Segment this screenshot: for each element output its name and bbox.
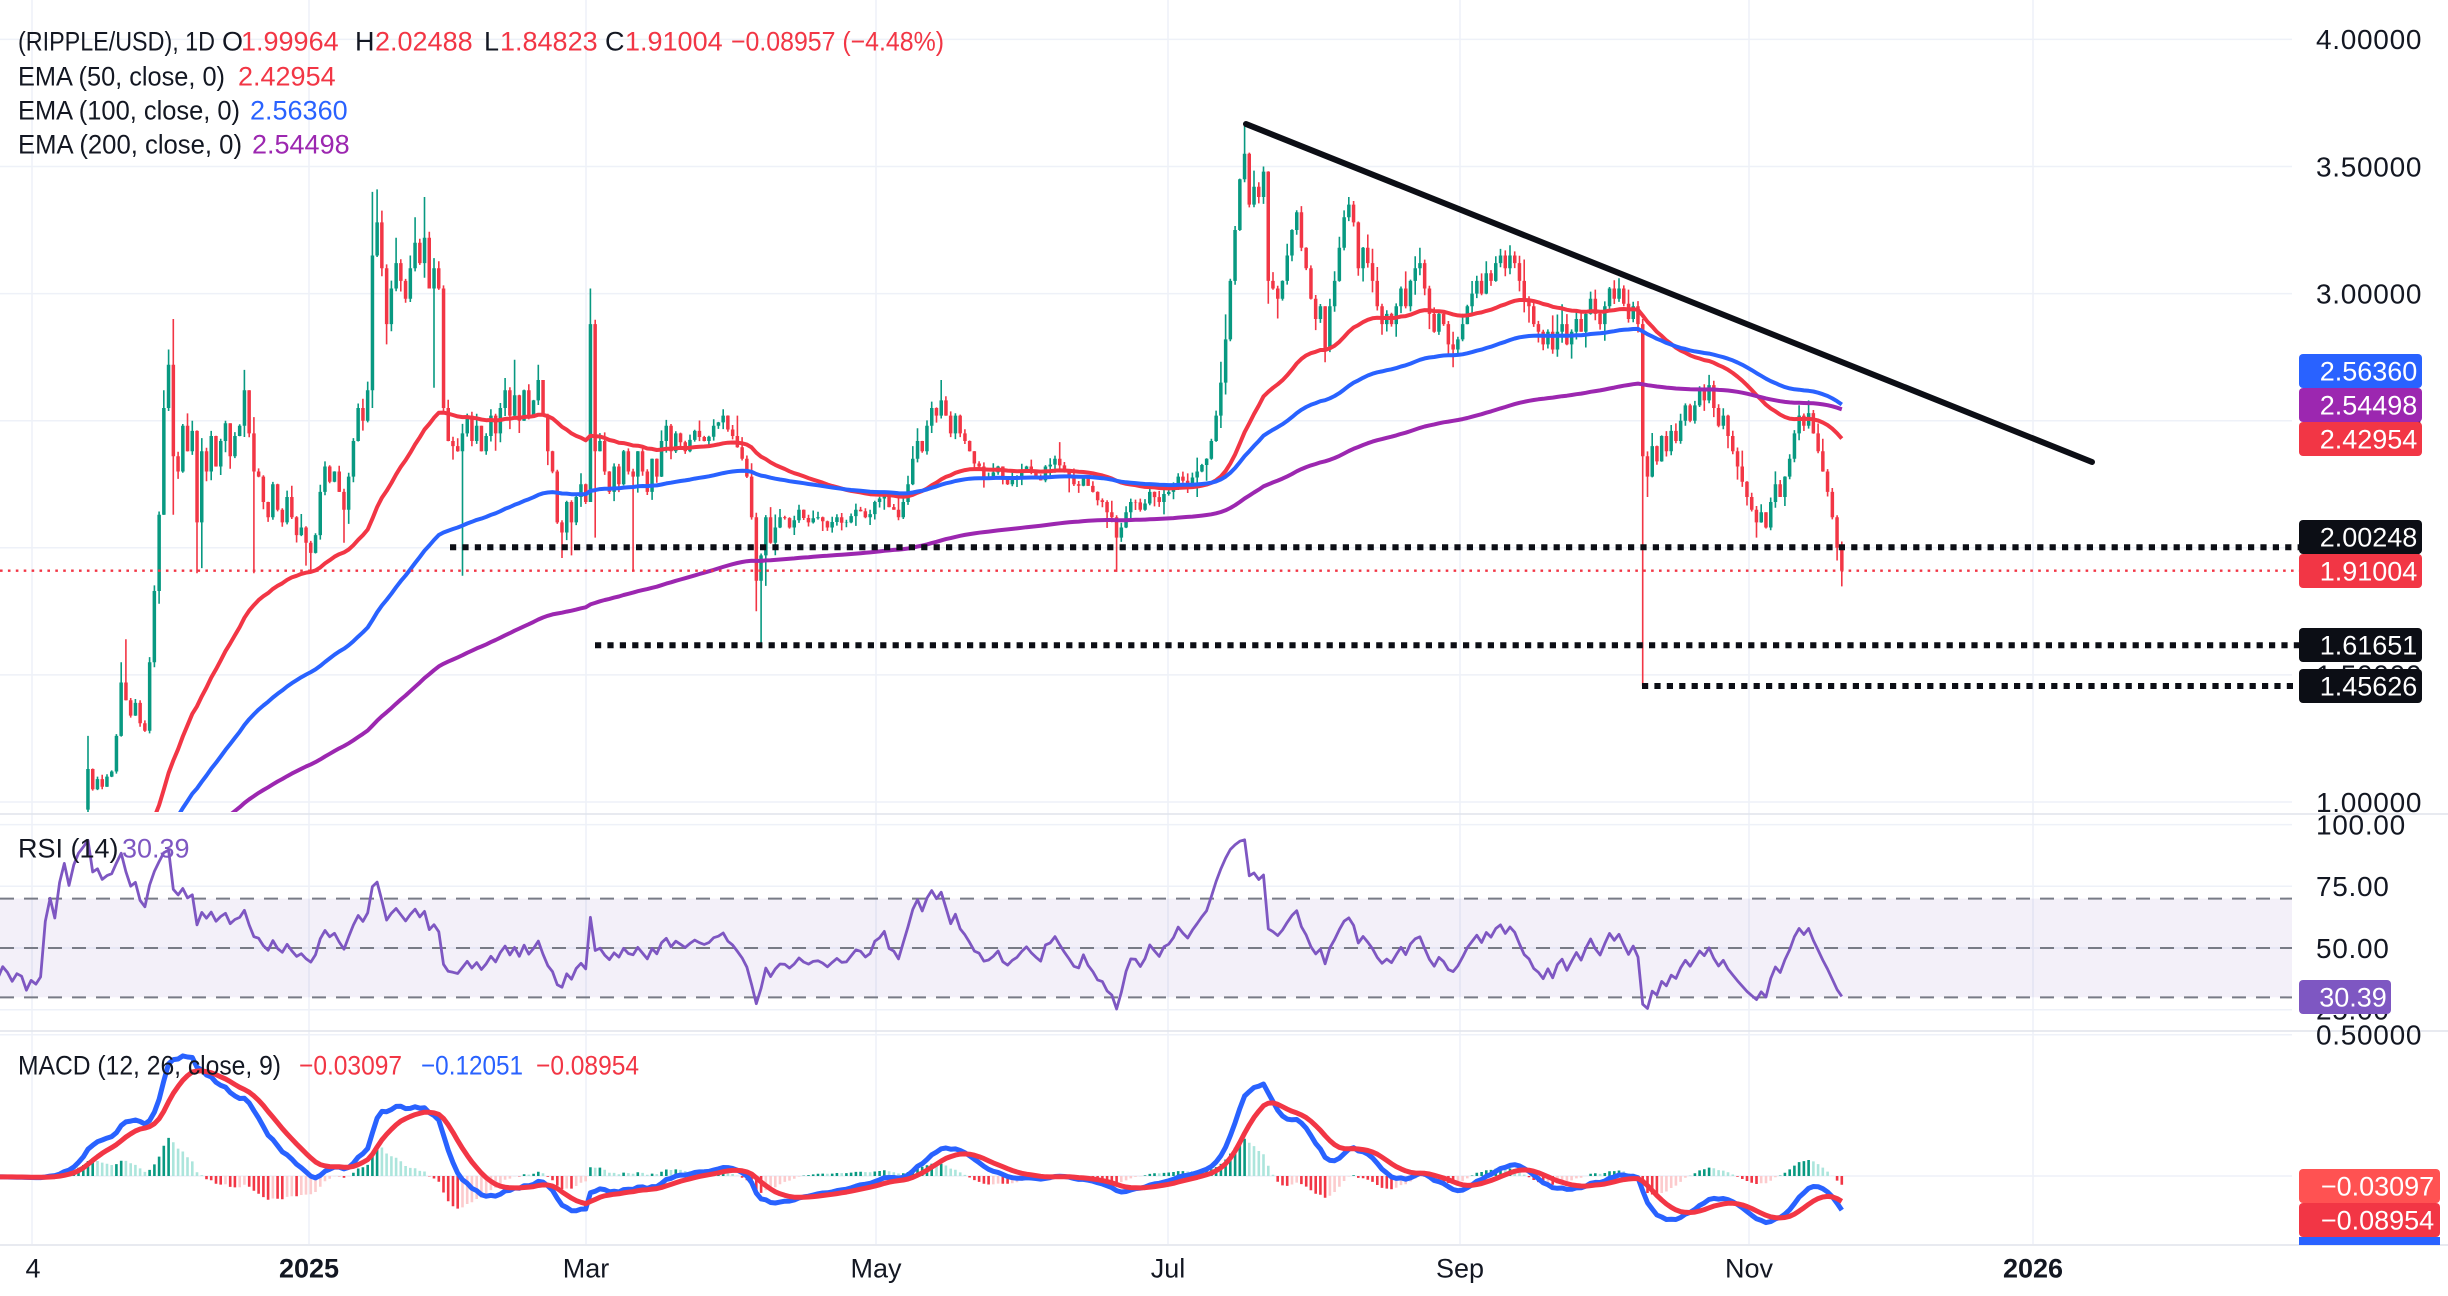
svg-text:Jul: Jul [1151,1254,1186,1284]
svg-text:May: May [850,1254,902,1284]
svg-text:Sep: Sep [1436,1254,1484,1284]
svg-text:50.00: 50.00 [2316,933,2390,964]
svg-text:2.54498: 2.54498 [2320,390,2418,420]
svg-text:30.39: 30.39 [2319,983,2387,1013]
svg-text:4: 4 [25,1254,40,1284]
svg-text:4.00000: 4.00000 [2316,24,2422,55]
svg-text:EMA (100, close, 0)2.56360: EMA (100, close, 0) 2.56360 [18,96,348,126]
svg-text:2026: 2026 [2003,1254,2063,1284]
svg-text:3.00000: 3.00000 [2316,278,2422,309]
svg-text:Mar: Mar [563,1254,610,1284]
svg-text:2.00248: 2.00248 [2320,523,2418,553]
svg-text:MACD (12, 26, close, 9)−0.0309: MACD (12, 26, close, 9) −0.03097 −0.12051−… [18,1051,639,1081]
svg-text:1.45626: 1.45626 [2320,672,2418,702]
svg-text:100.00: 100.00 [2316,809,2406,840]
svg-text:1.91004: 1.91004 [2320,557,2418,587]
svg-text:−0.03097: −0.03097 [2321,1172,2434,1202]
svg-text:EMA (200, close, 0)2.54498: EMA (200, close, 0) 2.54498 [18,129,350,159]
svg-text:Nov: Nov [1725,1254,1774,1284]
svg-text:0.50000: 0.50000 [2316,1020,2422,1051]
svg-text:1.61651: 1.61651 [2320,631,2418,661]
svg-text:75.00: 75.00 [2316,871,2390,902]
svg-text:3.50000: 3.50000 [2316,151,2422,182]
svg-text:−0.08954: −0.08954 [2321,1206,2434,1236]
svg-text:1.00000: 1.00000 [2316,787,2422,818]
svg-text:2.56360: 2.56360 [2320,356,2418,386]
svg-text:RSI (14)30.39: RSI (14) 30.39 [18,834,190,864]
svg-text:EMA (50, close, 0)2.42954: EMA (50, close, 0) 2.42954 [18,62,336,92]
svg-text:2025: 2025 [279,1254,339,1284]
svg-text:2.42954: 2.42954 [2320,424,2418,454]
